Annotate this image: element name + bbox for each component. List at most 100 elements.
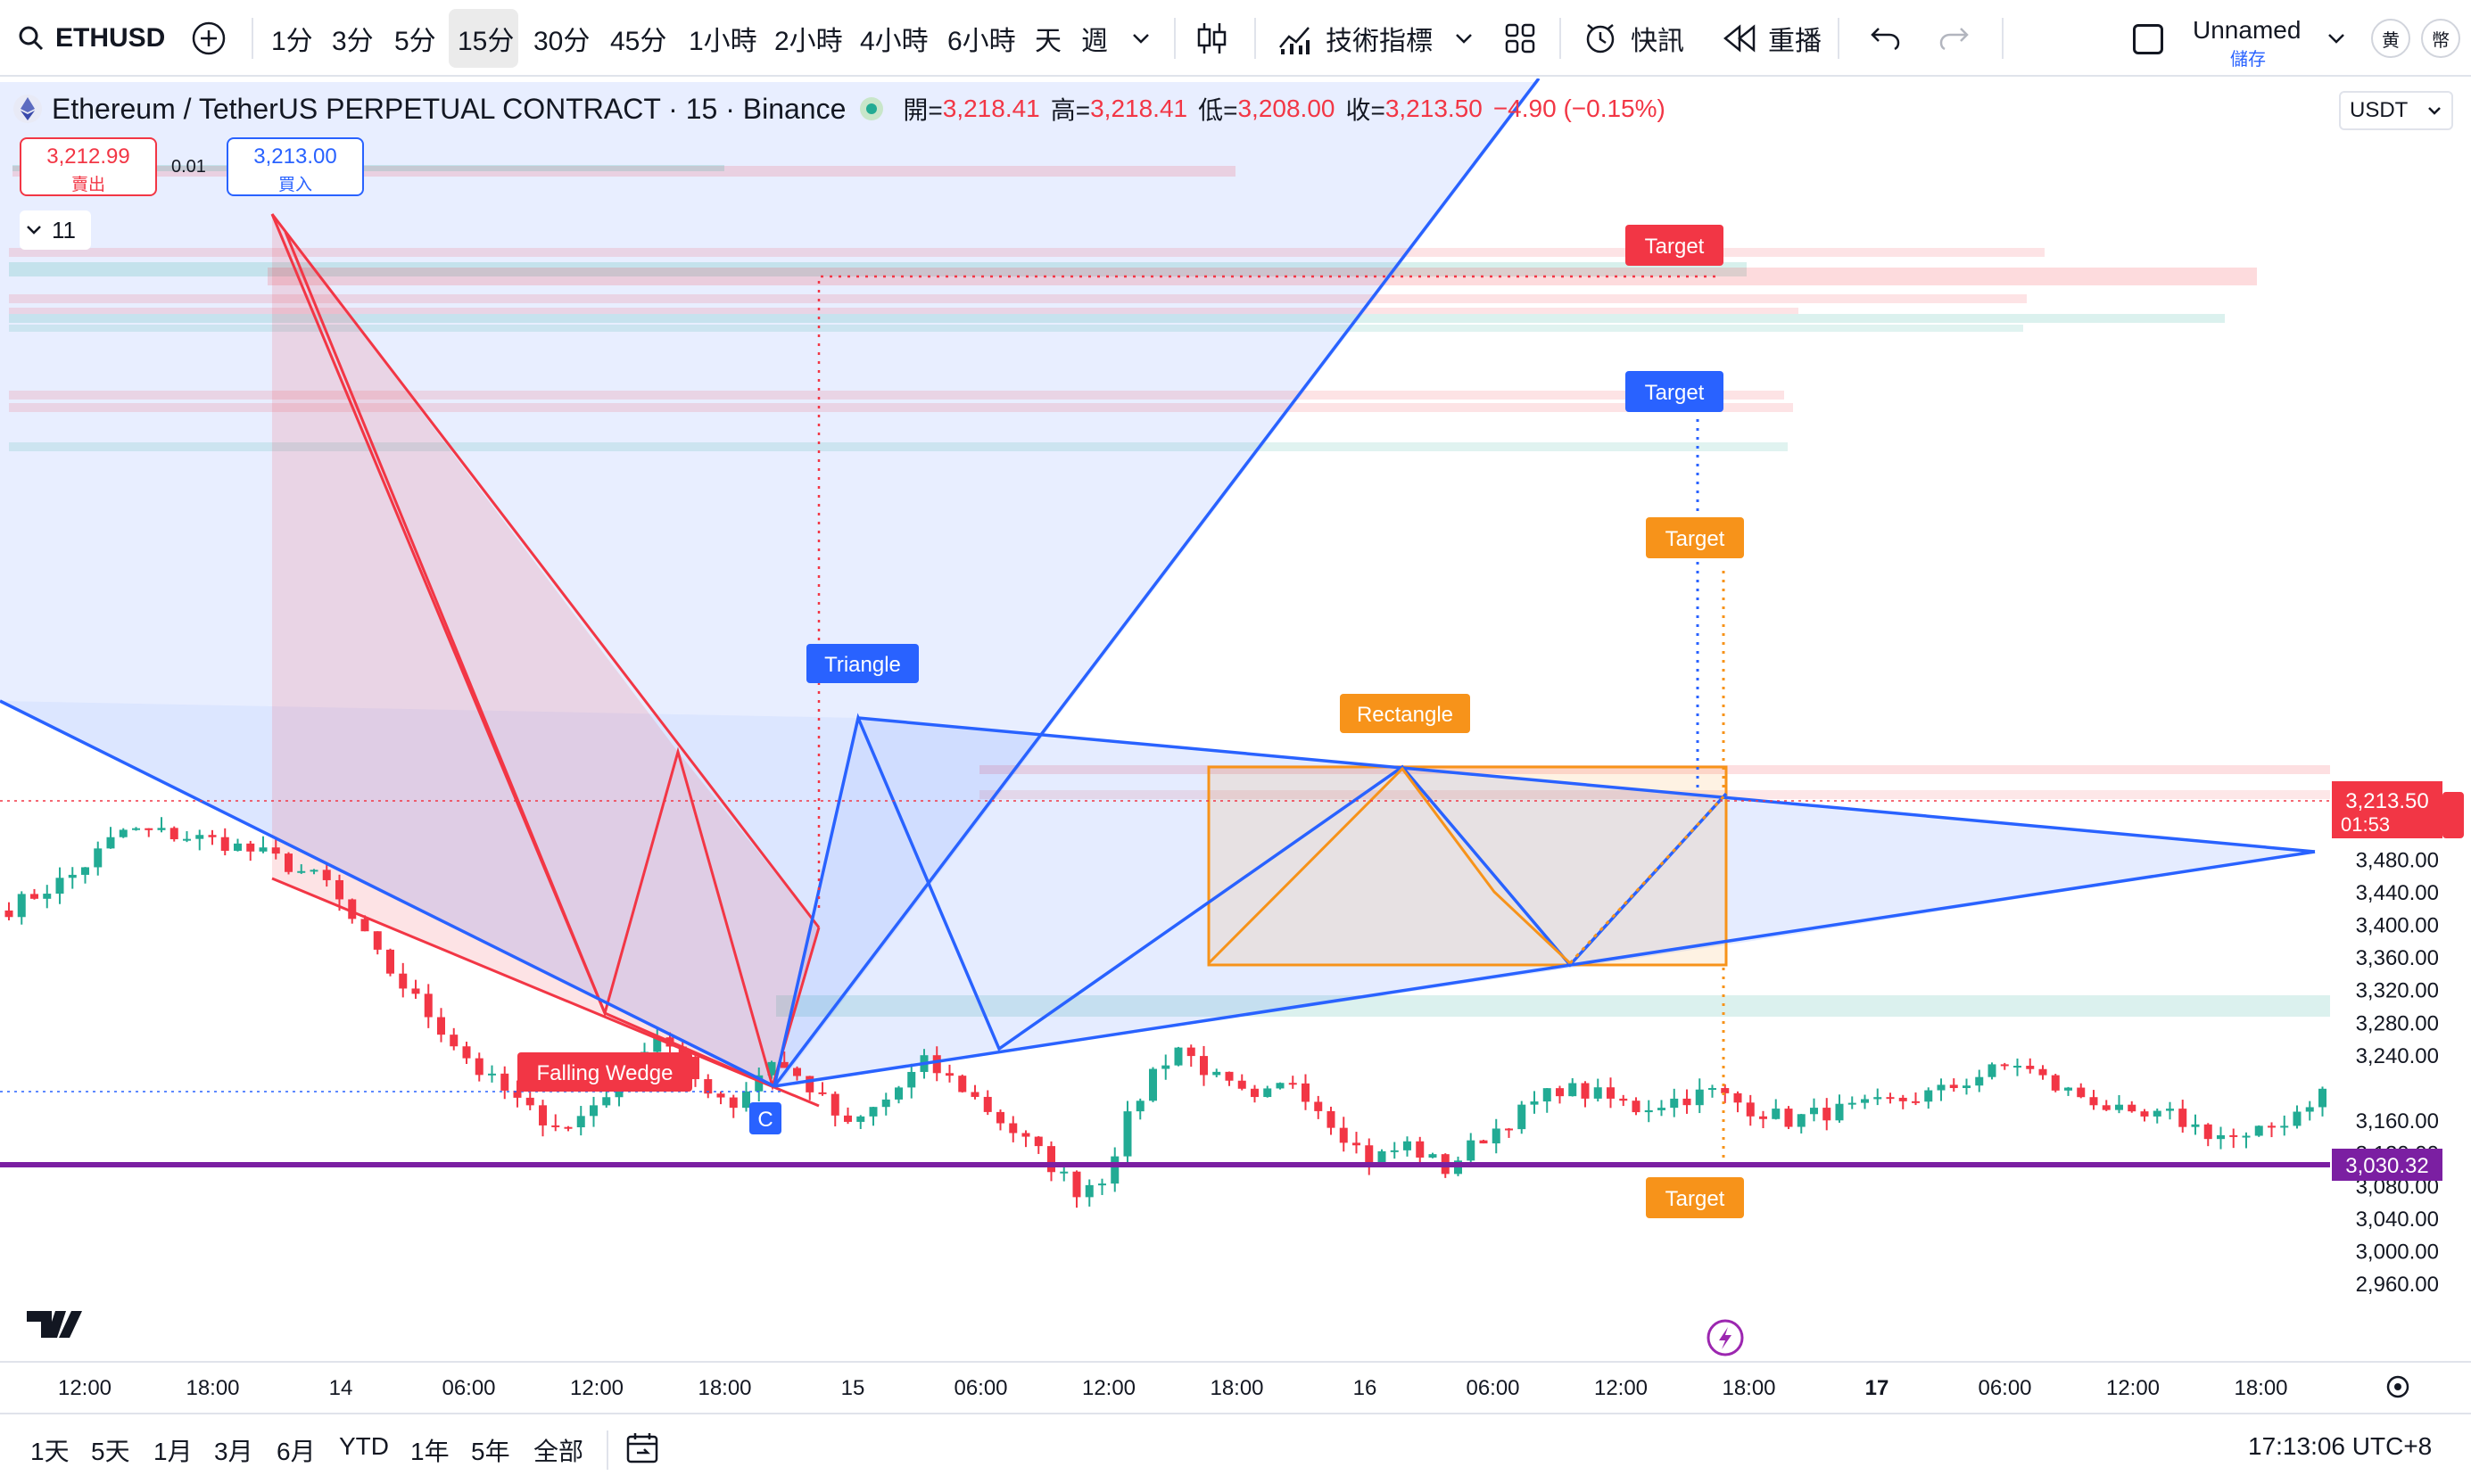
interval-6h[interactable]: 6小時 bbox=[947, 27, 1016, 56]
falling-wedge-label-bg[interactable] bbox=[517, 1052, 692, 1092]
candle-body bbox=[2140, 1111, 2149, 1117]
spread-value: 0.01 bbox=[171, 157, 206, 177]
range-1m[interactable]: 1月 bbox=[153, 1438, 193, 1465]
key-level-tag bbox=[2332, 1149, 2442, 1181]
zone-band-7 bbox=[9, 314, 2225, 323]
alert-handle[interactable] bbox=[2442, 792, 2464, 838]
clock-timezone[interactable]: 17:13:06 UTC+8 bbox=[2248, 1432, 2433, 1460]
rectangle-target-down-label-bg[interactable] bbox=[1646, 1177, 1744, 1218]
interval-4h[interactable]: 4小時 bbox=[860, 27, 929, 56]
range-5y[interactable]: 5年 bbox=[471, 1438, 510, 1465]
candle-body bbox=[551, 1125, 560, 1127]
candle-body bbox=[1886, 1097, 1895, 1100]
price-tick-label: 3,160.00 bbox=[2356, 1109, 2439, 1134]
candle-body bbox=[2089, 1097, 2098, 1106]
rectangle-pattern-box[interactable] bbox=[1207, 765, 1728, 967]
falling-wedge-label: Falling Wedge bbox=[537, 1061, 674, 1085]
interval-1h[interactable]: 1小時 bbox=[689, 27, 757, 56]
save-label[interactable]: 儲存 bbox=[2230, 50, 2266, 70]
wedge-target-label-bg[interactable] bbox=[1625, 225, 1723, 266]
symbol-search[interactable]: ETHUSD bbox=[18, 0, 165, 77]
interval-30m[interactable]: 30分 bbox=[533, 27, 591, 56]
layout-name[interactable]: Unnamed bbox=[2193, 16, 2302, 44]
candle-body bbox=[1682, 1098, 1691, 1106]
candle-body bbox=[716, 1093, 725, 1098]
chart-type-button[interactable] bbox=[1195, 0, 1227, 77]
candle-body bbox=[2242, 1135, 2251, 1138]
currency-select[interactable]: USDT bbox=[2339, 91, 2453, 130]
candle-body bbox=[2318, 1088, 2326, 1108]
chart-background bbox=[0, 78, 2471, 1413]
time-axis-bg bbox=[0, 1361, 2471, 1413]
rectangle-target-up-label-bg[interactable] bbox=[1646, 517, 1744, 558]
candle-body bbox=[742, 1091, 750, 1109]
profile-circle-1[interactable]: 黄 bbox=[2371, 19, 2410, 58]
candle-body bbox=[195, 835, 204, 839]
layout-dropdown[interactable] bbox=[2326, 0, 2346, 77]
interval-1w[interactable]: 週 bbox=[1081, 27, 1108, 56]
candle-body bbox=[1772, 1109, 1781, 1119]
projection-line bbox=[773, 78, 1541, 1088]
chevron-down-icon bbox=[1456, 34, 1472, 44]
interval-1d[interactable]: 天 bbox=[1035, 27, 1062, 56]
candle-body bbox=[1695, 1089, 1704, 1106]
time-tick-label: 18:00 bbox=[1722, 1376, 1775, 1400]
interval-15m[interactable]: 15分 bbox=[458, 27, 515, 56]
low-label: 低= bbox=[1198, 96, 1238, 124]
buy-label: 買入 bbox=[277, 176, 312, 194]
point-c-label-bg[interactable] bbox=[749, 1102, 781, 1134]
candle-body bbox=[1581, 1083, 1590, 1099]
time-tick-label: 18:00 bbox=[2234, 1376, 2287, 1400]
high-label: 高= bbox=[1050, 96, 1091, 124]
triangle-target-label: Target bbox=[1645, 381, 1705, 405]
indicators-button[interactable]: 技術指標 bbox=[1277, 0, 1433, 77]
triangle-target-label-bg[interactable] bbox=[1625, 371, 1723, 412]
candle-body bbox=[1861, 1099, 1869, 1103]
range-6m[interactable]: 6月 bbox=[277, 1438, 316, 1465]
interval-2h[interactable]: 2小時 bbox=[774, 27, 843, 56]
date-range-button[interactable] bbox=[624, 1430, 660, 1472]
chart-legend: Ethereum / TetherUS PERPETUAL CONTRACT ·… bbox=[12, 91, 1665, 127]
triangle-left-zone bbox=[0, 701, 858, 1086]
indicators-dropdown[interactable] bbox=[1454, 0, 1474, 77]
sell-button[interactable]: 3,212.99 賣出 bbox=[20, 137, 157, 196]
price-chart[interactable]: Falling Wedge Triangle Rectangle C Target Tar… bbox=[0, 78, 2471, 1413]
range-1d[interactable]: 1天 bbox=[30, 1438, 70, 1465]
time-tick-label: 17 bbox=[1865, 1376, 1889, 1400]
range-ytd[interactable]: YTD bbox=[339, 1432, 389, 1460]
indicators-collapse-button[interactable]: 11 bbox=[20, 210, 91, 250]
range-5d[interactable]: 5天 bbox=[91, 1438, 130, 1465]
alarm-clock-icon bbox=[1586, 24, 1615, 54]
candle-body bbox=[653, 1037, 662, 1052]
price-tick-label: 3,360.00 bbox=[2356, 946, 2439, 970]
candle-body bbox=[755, 1075, 764, 1092]
alerts-button[interactable]: 快訊 bbox=[1583, 0, 1684, 77]
settings-gear-icon[interactable] bbox=[2386, 1375, 2409, 1398]
zone-band-1 bbox=[12, 165, 724, 171]
time-tick-label: 12:00 bbox=[2106, 1376, 2160, 1400]
interval-5m[interactable]: 5分 bbox=[394, 27, 436, 56]
candle-body bbox=[2229, 1134, 2238, 1137]
undo-button[interactable] bbox=[1870, 0, 1902, 77]
triangle-label-bg[interactable] bbox=[806, 644, 919, 683]
replay-button[interactable]: 重播 bbox=[1722, 0, 1822, 77]
range-1y[interactable]: 1年 bbox=[410, 1438, 450, 1465]
interval-1m[interactable]: 1分 bbox=[271, 27, 313, 56]
rectangle-label-bg[interactable] bbox=[1340, 694, 1470, 733]
buy-button[interactable]: 3,213.00 買入 bbox=[227, 137, 364, 196]
profile-circle-2[interactable]: 幣 bbox=[2421, 19, 2460, 58]
interval-dropdown[interactable] bbox=[1131, 0, 1151, 77]
layout-checkbox[interactable] bbox=[2133, 24, 2163, 54]
candle-body bbox=[488, 1073, 496, 1076]
range-all[interactable]: 全部 bbox=[533, 1438, 584, 1465]
interval-45m[interactable]: 45分 bbox=[610, 27, 667, 56]
candle-body bbox=[1670, 1098, 1679, 1109]
compare-button[interactable] bbox=[191, 0, 227, 77]
interval-3m[interactable]: 3分 bbox=[332, 27, 374, 56]
candle-body bbox=[94, 848, 103, 868]
redo-button[interactable] bbox=[1938, 0, 1970, 77]
candle-body bbox=[1847, 1102, 1856, 1105]
range-3m[interactable]: 3月 bbox=[214, 1438, 253, 1465]
time-tick-label: 14 bbox=[329, 1376, 353, 1400]
templates-button[interactable] bbox=[1504, 0, 1536, 77]
